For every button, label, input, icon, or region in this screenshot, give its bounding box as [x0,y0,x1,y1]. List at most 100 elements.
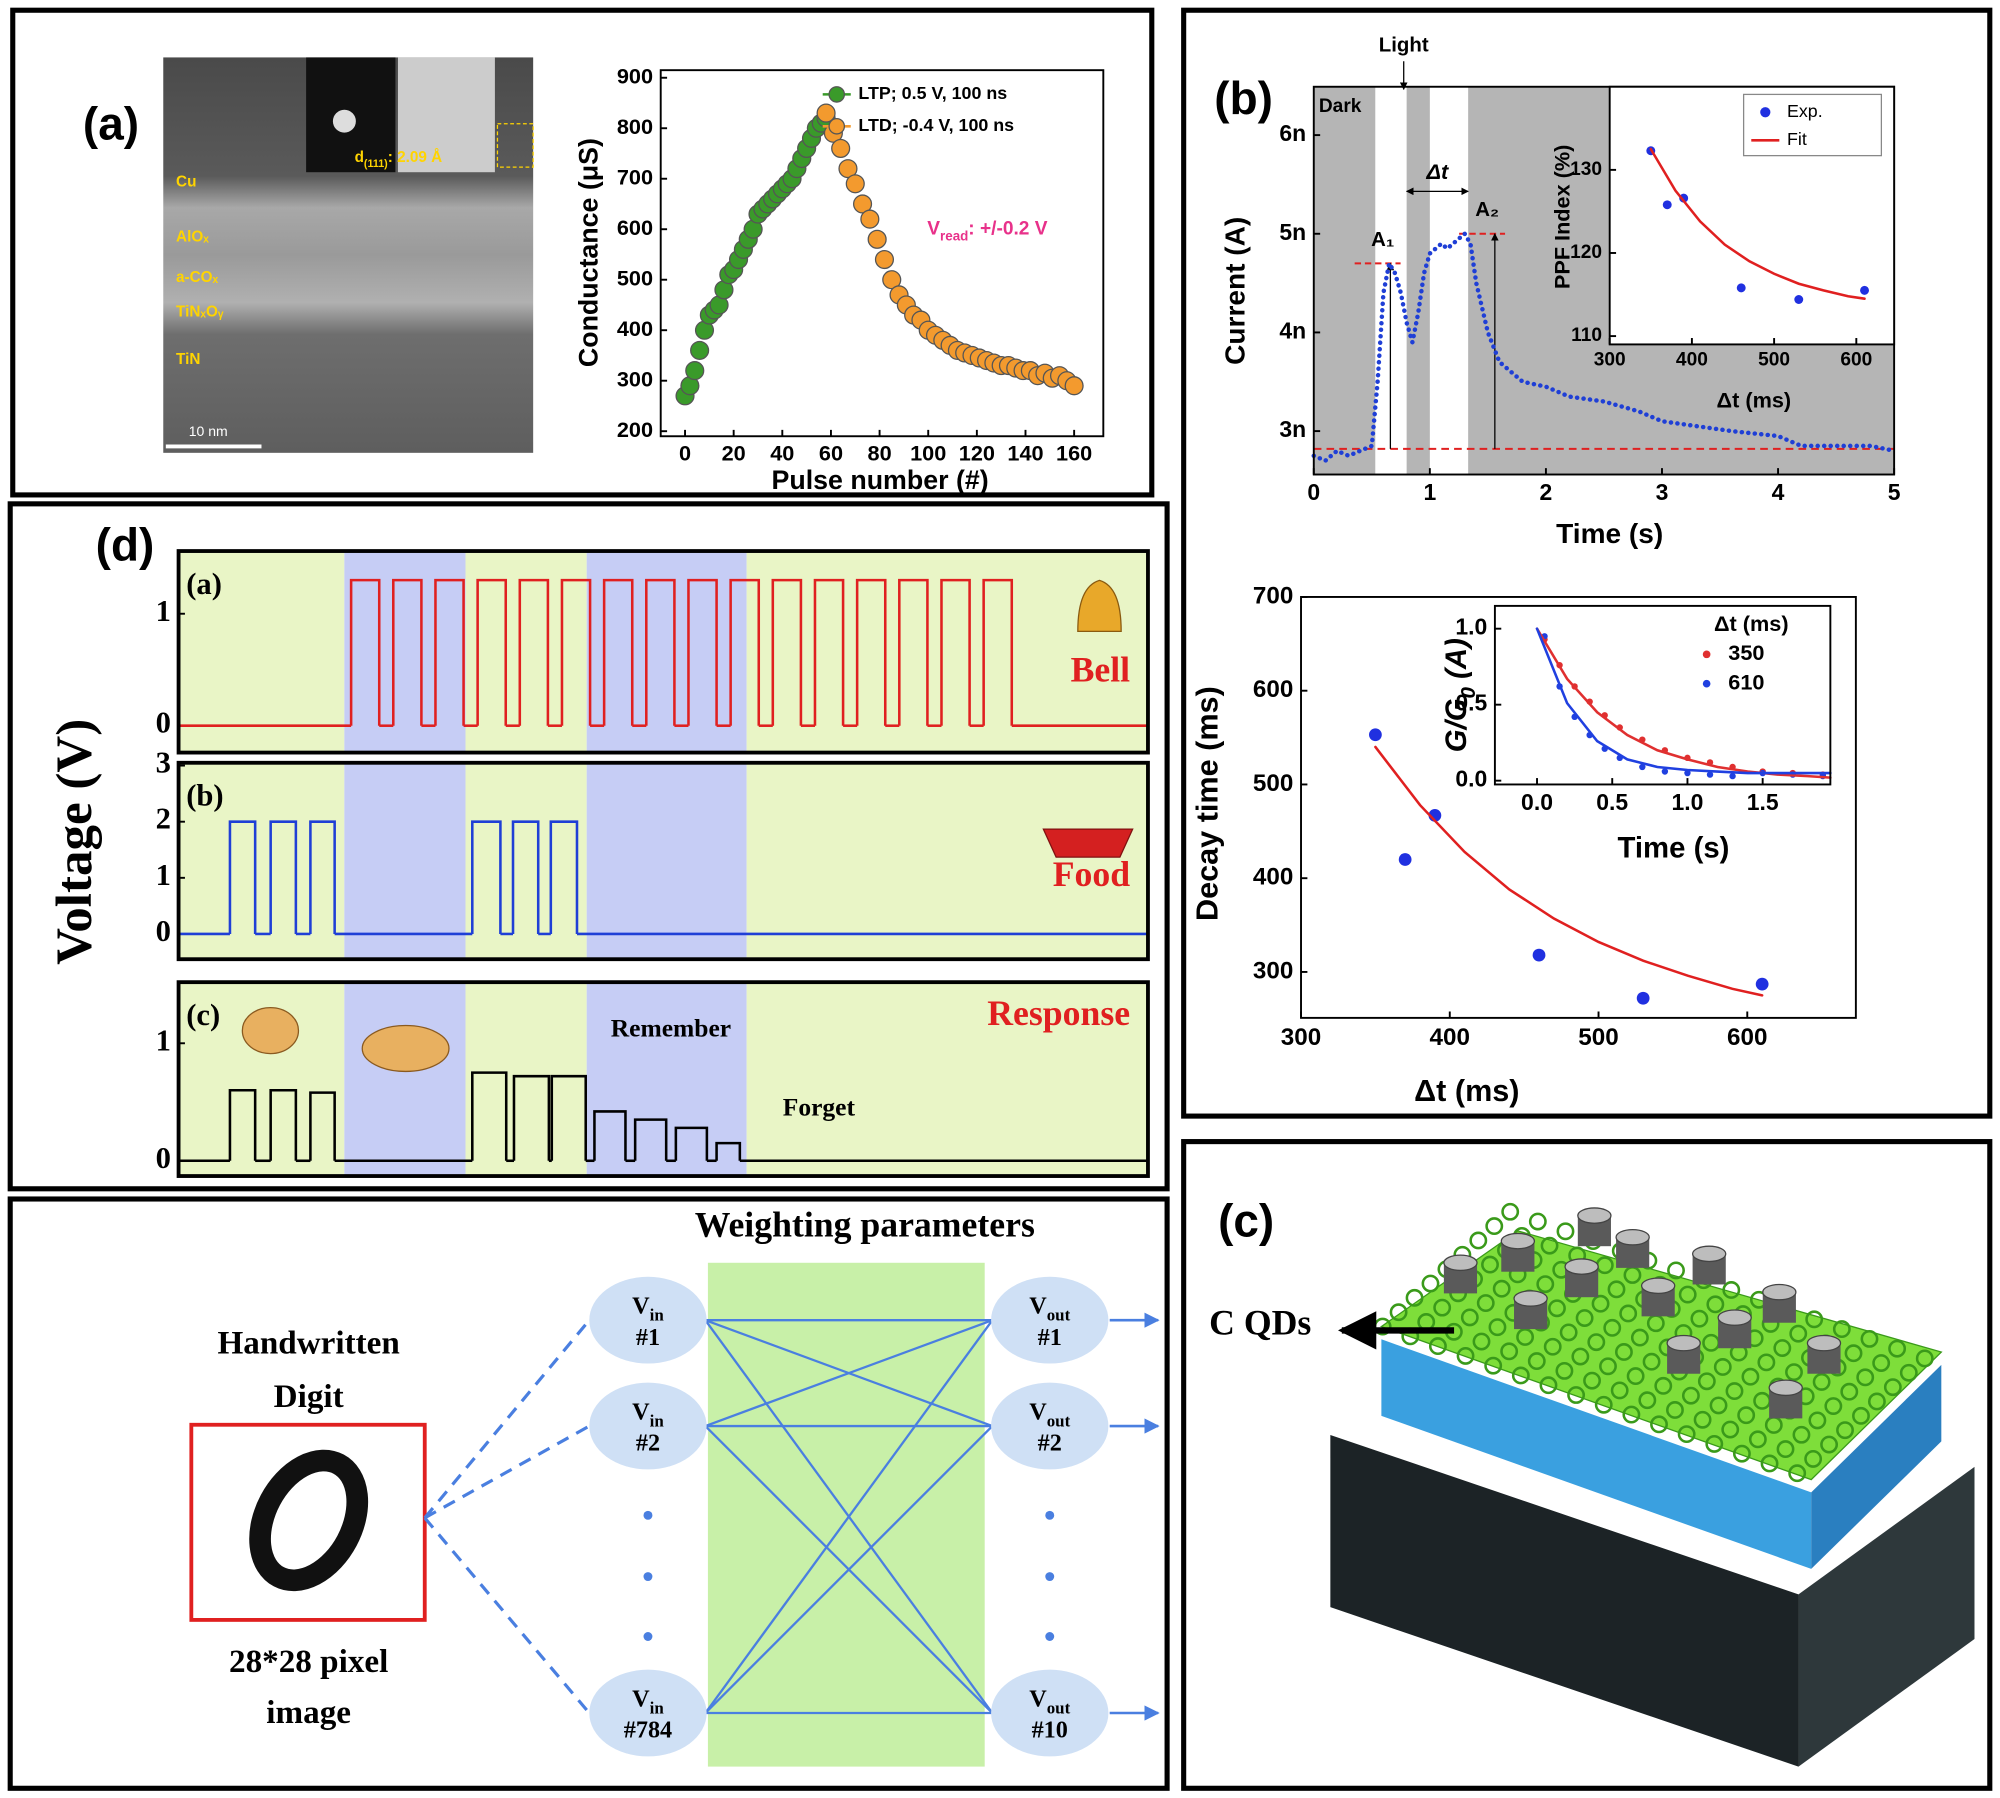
ellipsis-dot [1045,1510,1055,1520]
y-tick-label: 1 [156,594,171,628]
quantum-dot [1820,1435,1839,1454]
light-span [1429,86,1469,475]
phase-span [178,551,345,753]
legend-label: 350 [1728,640,1764,665]
y-axis-label-rest: (A) [1440,638,1473,687]
data-point [1679,193,1689,203]
node-label-sub: in [650,1412,665,1431]
quantum-dot [1792,1425,1811,1444]
quantum-dot [1788,1464,1807,1483]
plot-frame [176,549,1150,755]
quantum-dot [1867,1392,1886,1411]
legend-title: Δt (ms) [1714,611,1789,636]
node-label-symbol: V [1029,1685,1047,1712]
legend-swatch [828,118,846,135]
layer-label: TiN [176,351,200,368]
pulse [511,820,540,934]
pillar-top [1443,1254,1478,1272]
quantum-dot [1484,1356,1503,1375]
pulse [813,578,845,726]
quantum-dot [1836,1421,1854,1440]
data-point [852,194,873,214]
quantum-dot [1556,1222,1575,1241]
annotation: Vread: +/-0.2 V [927,219,1047,244]
data-point [1729,772,1736,780]
y-tick-label: 500 [617,265,653,290]
pulse [633,1118,668,1161]
quantum-dot [1709,1396,1728,1415]
pillar-top [1513,1290,1548,1307]
quantum-dot [1824,1397,1843,1415]
legend-label: 610 [1728,669,1764,694]
data-point [816,103,836,123]
y-tick-label: 130 [1570,159,1602,180]
data-point [867,229,887,249]
quantum-dot [1433,1298,1452,1317]
y-tick-label: 700 [617,164,653,189]
node-index: #1 [636,1324,660,1351]
legend-label: LTP; 0.5 V, 100 ns [858,83,1007,103]
quantum-dot [1516,1328,1535,1346]
panel-label: (b) [1214,72,1273,124]
node [991,1276,1109,1364]
quantum-dot [1681,1386,1700,1405]
weight-line [704,1319,993,1428]
node-label-sub: out [1047,1412,1071,1431]
data-point [690,340,710,360]
weight-line [704,1319,994,1714]
pulse [855,578,887,726]
substrate-front [1330,1434,1799,1767]
quantum-dot [1528,1212,1547,1231]
quantum-dot [1559,1323,1578,1342]
quantum-dot [1571,1347,1590,1366]
pulse [715,1141,742,1161]
data-point [838,159,858,179]
fit-line [1649,147,1866,300]
pulse [687,578,718,726]
legend-box [1742,93,1883,157]
node [991,1382,1109,1470]
quantum-dot [1650,1415,1668,1434]
digit-stroke [249,1449,369,1592]
quantum-dot [1622,1405,1641,1424]
y-tick-label: 6n [1279,120,1306,146]
y-tick-label: 600 [1253,676,1293,703]
y-tick-label: 600 [617,215,653,240]
quantum-dot [1587,1333,1606,1352]
subplot-label: (c) [186,998,220,1032]
fit-line [1535,627,1832,775]
digit-caption: image [266,1694,351,1731]
y-tick-label: 1.0 [1455,614,1487,640]
pillar-top [1500,1232,1536,1250]
x-tick-label: 1.5 [1747,789,1779,815]
node-label: Vin [632,1685,664,1718]
data-point [1794,295,1804,304]
signal-name: Food [1053,854,1131,894]
node-label: Vin [632,1292,664,1325]
pillar-top [1806,1334,1842,1352]
pulse [518,578,550,726]
pulse [471,820,502,934]
annotation-symbol: V [927,219,940,240]
plot-frame [1608,85,1896,346]
quantum-dot [1460,1308,1479,1327]
y-tick-label: 3 [156,746,171,780]
quantum-dot [1481,1255,1499,1274]
phase-span [746,982,1148,1177]
peak-label: A₂ [1475,199,1499,221]
y-tick-label: 0 [156,706,171,740]
quantum-dot [1654,1376,1673,1395]
phase-span [178,762,345,960]
pulse [512,1074,551,1161]
quantum-dot [1678,1285,1697,1304]
y-tick-label: 500 [1253,770,1293,797]
quantum-dot [1737,1406,1756,1425]
pillar-top [1762,1283,1797,1301]
node-label-sub: in [650,1699,665,1718]
x-tick-label: 0 [1307,479,1320,505]
x-tick-label: 3 [1656,479,1669,505]
quantum-dot [1456,1346,1475,1365]
plot-area [1494,605,1831,785]
node [589,1669,707,1757]
y-tick-label: 0 [156,1141,171,1175]
